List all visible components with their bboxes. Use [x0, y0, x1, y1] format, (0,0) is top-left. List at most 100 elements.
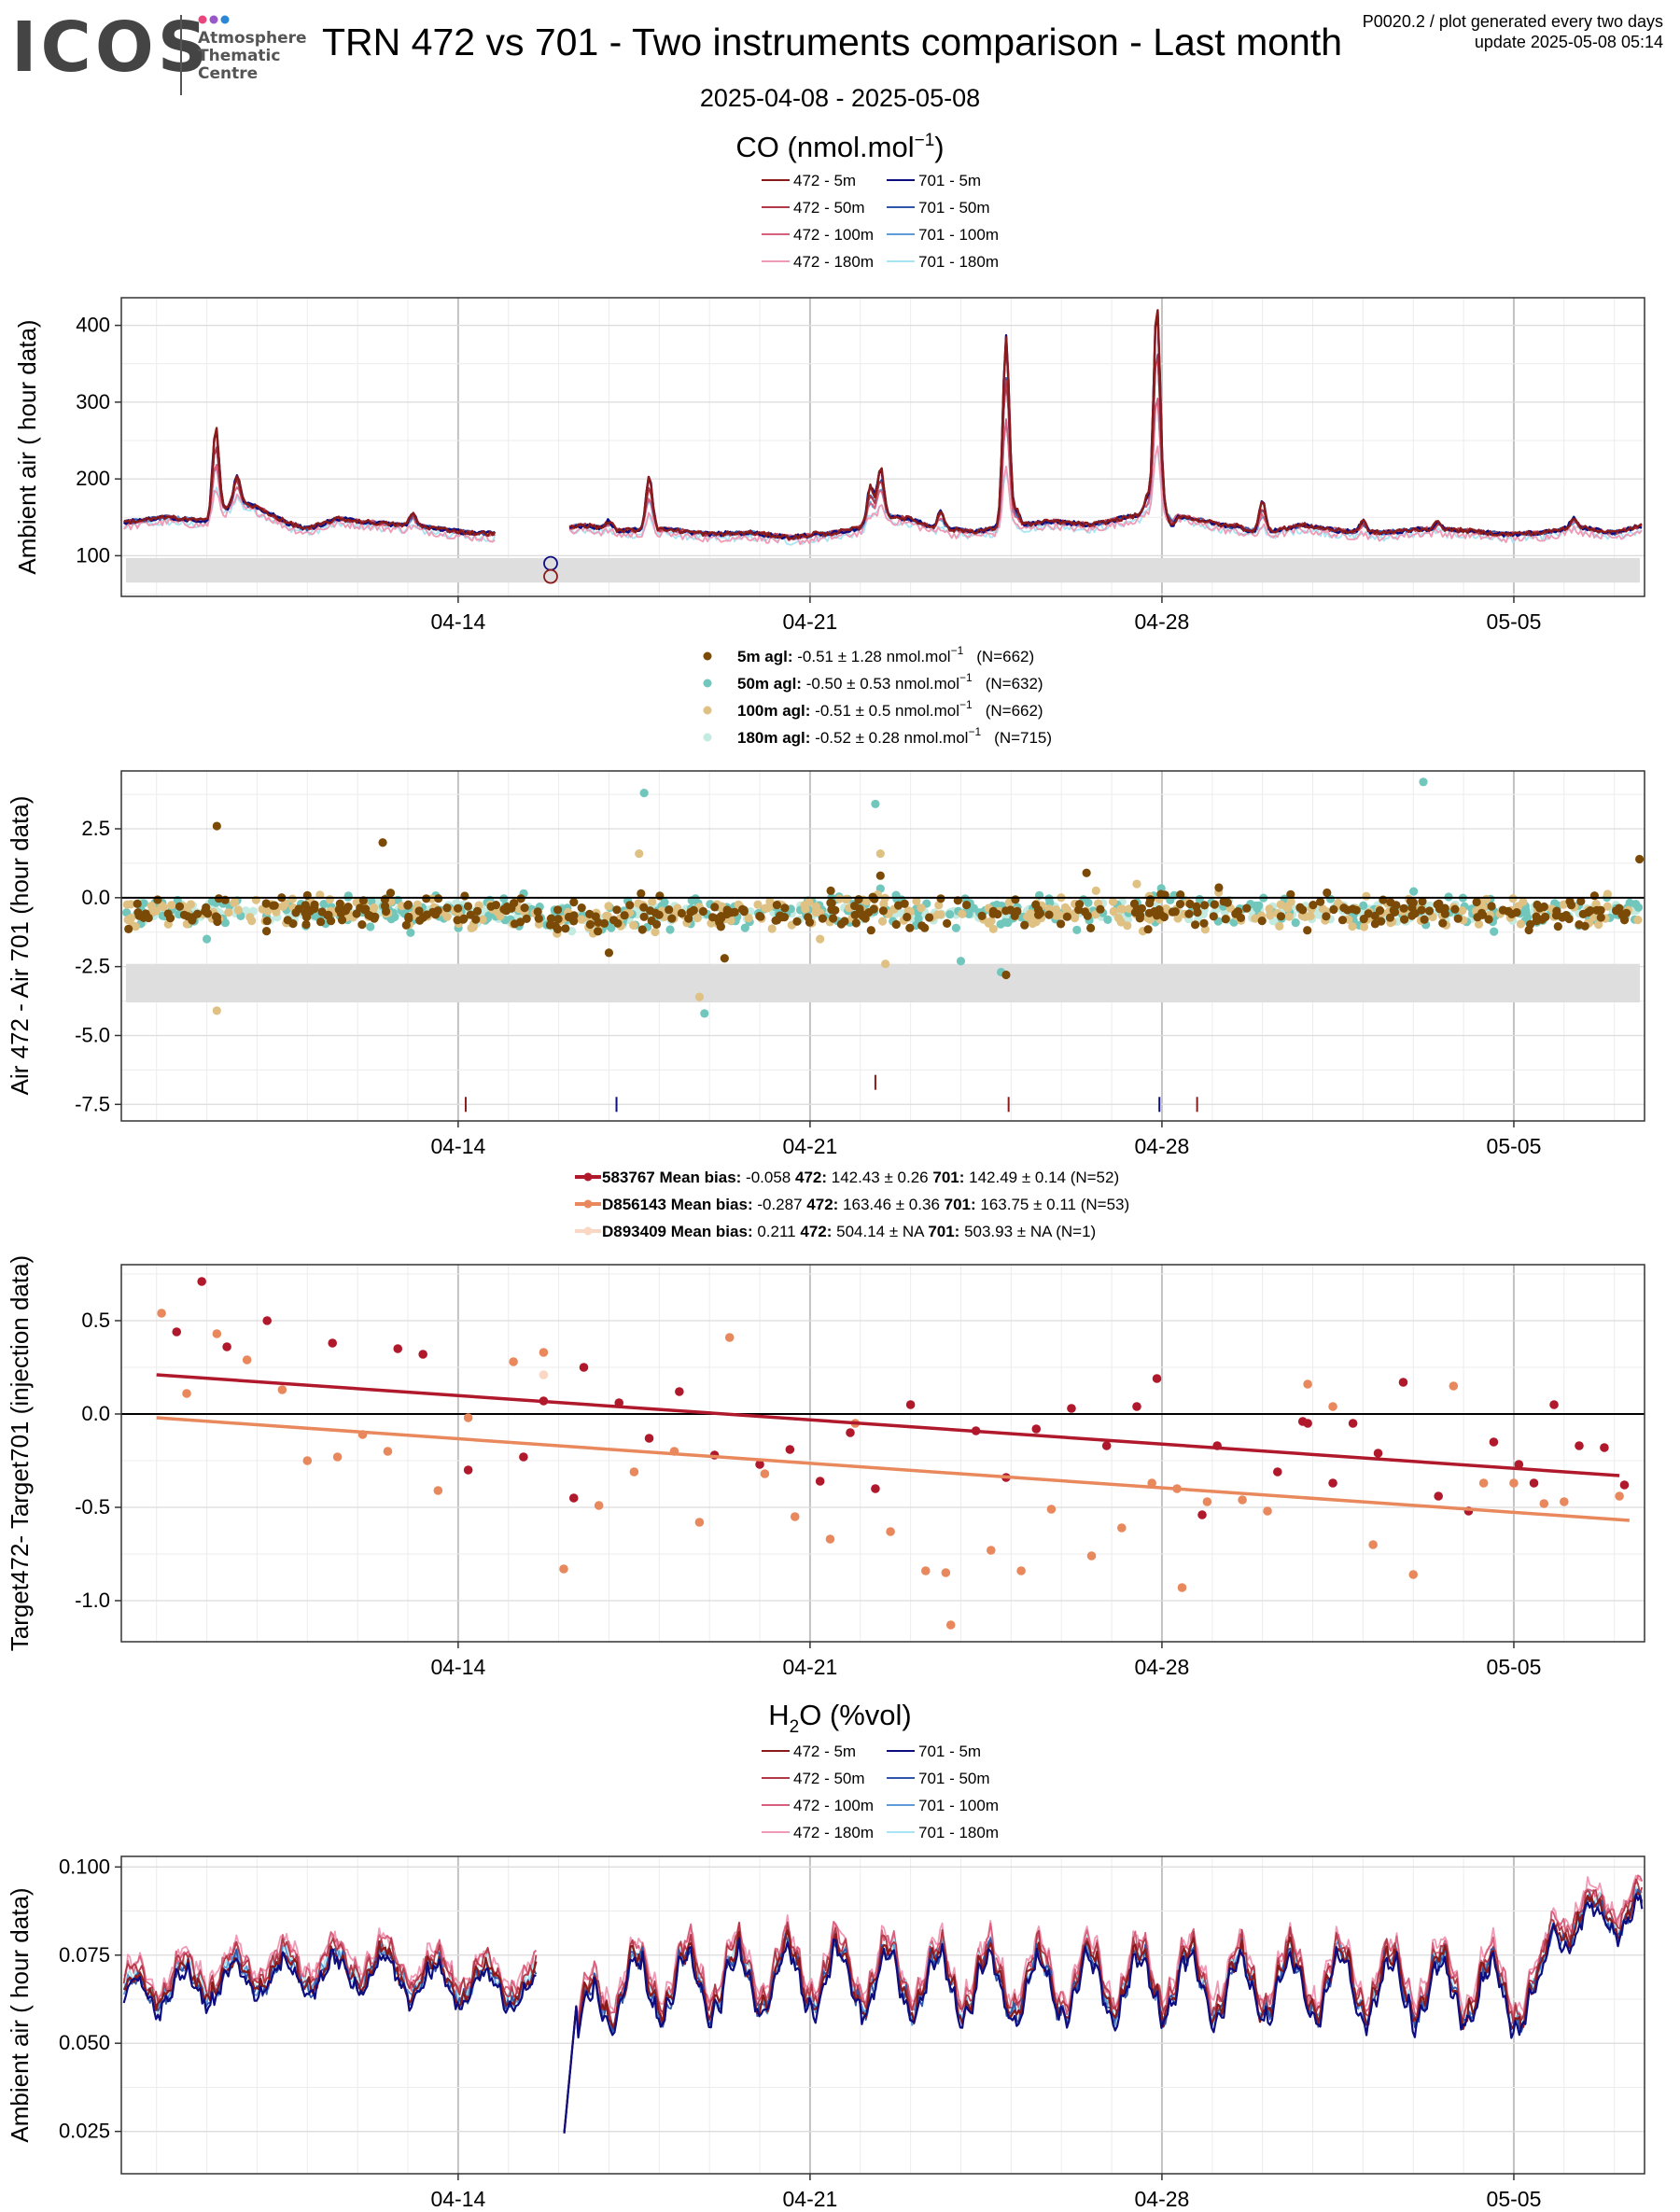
y-tick-label: -7.5 [75, 1092, 110, 1115]
difference-point [854, 895, 863, 904]
target-point [1046, 1505, 1057, 1514]
target-point [594, 1501, 604, 1510]
difference-point [1524, 925, 1533, 935]
difference-point [894, 901, 903, 910]
difference-point [343, 903, 353, 912]
difference-point [1161, 904, 1170, 914]
legend-label-701: 701 - 50m [918, 1770, 990, 1787]
difference-outlier-point [1001, 970, 1011, 980]
difference-outlier-point [639, 789, 649, 798]
difference-point [1386, 898, 1395, 907]
x-tick-label: 04-21 [782, 1134, 837, 1158]
target-point [242, 1355, 252, 1365]
difference-point [665, 925, 675, 934]
legend-part: Mean bias: [671, 1223, 753, 1240]
target-point [519, 1452, 528, 1462]
legend-sup: −1 [951, 644, 964, 657]
difference-point [977, 911, 987, 921]
difference-point [1472, 897, 1481, 907]
difference-point [637, 889, 646, 899]
legend-point [703, 706, 712, 715]
difference-point [1001, 906, 1011, 916]
difference-point [1291, 918, 1300, 928]
difference-point [958, 909, 967, 918]
difference-point [1633, 916, 1643, 925]
difference-point [1375, 906, 1385, 916]
target-point [1031, 1424, 1042, 1434]
legend-label-472: 472 - 50m [793, 1770, 865, 1787]
target-point [1368, 1540, 1378, 1549]
legend-label: D893409 Mean bias: 0.211 472: 504.14 ± N… [602, 1223, 1096, 1240]
target-point [1297, 1417, 1308, 1426]
difference-outlier-point [635, 848, 644, 859]
h2o-y-axis-label: Ambient air ( hour data) [6, 1887, 34, 2142]
difference-point [460, 891, 469, 901]
difference-point [1417, 905, 1426, 915]
difference-point [454, 903, 463, 913]
difference-point [1075, 900, 1085, 909]
h2o-axes: 0.025 0.050 0.075 0.100 04-14 04-21 04-28 05-05 [59, 1855, 1541, 2211]
difference-point [1329, 904, 1338, 915]
difference-point [1399, 903, 1408, 913]
legend-part: Mean bias: [659, 1169, 741, 1186]
difference-point [730, 907, 739, 917]
difference-point [1424, 906, 1435, 916]
difference-point [746, 907, 755, 917]
target-point [1177, 1583, 1187, 1592]
difference-point [1453, 914, 1463, 923]
difference-point [1575, 920, 1584, 930]
icos-logo: ICOS [11, 7, 212, 88]
co-outlier-marks [543, 555, 558, 584]
difference-point [126, 900, 135, 909]
difference-outlier-point [875, 871, 885, 880]
difference-point [861, 897, 872, 906]
difference-point [840, 917, 849, 926]
difference-point [553, 905, 563, 915]
target-point [463, 1465, 473, 1475]
difference-point [262, 927, 272, 936]
difference-point [1116, 917, 1126, 927]
legend-label-701: 701 - 180m [918, 1824, 999, 1841]
co-threshold-band [126, 557, 1640, 583]
difference-point [607, 923, 616, 932]
difference-point [403, 900, 413, 909]
difference-point [126, 914, 135, 923]
difference-point [319, 900, 329, 909]
x-tick-label: 05-05 [1487, 1655, 1542, 1679]
legend-label-701: 701 - 100m [918, 1797, 999, 1814]
x-tick-label: 04-14 [430, 609, 485, 634]
target-point [1600, 1443, 1609, 1452]
difference-point [1407, 911, 1417, 920]
difference-point [1348, 922, 1357, 931]
difference-point [1318, 904, 1327, 914]
difference-point [577, 915, 586, 924]
legend-label-472: 472 - 50m [793, 199, 865, 217]
target-point [846, 1428, 855, 1437]
difference-point [453, 916, 462, 925]
target-point [1539, 1499, 1549, 1508]
difference-point [585, 919, 595, 930]
difference-point [188, 916, 197, 925]
difference-point [857, 909, 866, 918]
difference-point [1596, 905, 1605, 915]
legend-part: -0.287 [753, 1196, 803, 1213]
difference-point [1359, 922, 1369, 931]
x-tick-label: 04-21 [782, 1655, 837, 1679]
x-tick-label: 05-05 [1487, 1134, 1542, 1158]
legend-part: 701: [932, 1169, 964, 1186]
difference-point [1013, 906, 1022, 917]
target-point [1202, 1497, 1212, 1506]
logo-divider [180, 15, 182, 95]
legend-part: D893409 [602, 1223, 666, 1240]
target-point [1197, 1510, 1207, 1519]
target-point [815, 1477, 825, 1486]
difference-point [1072, 925, 1082, 935]
difference-point [878, 917, 888, 926]
difference-outlier-point [212, 1006, 221, 1015]
difference-point [639, 912, 649, 921]
difference-point [651, 927, 660, 937]
difference-point [1409, 887, 1419, 896]
legend-label-701: 701 - 5m [918, 172, 981, 189]
co-series-lines [123, 309, 1643, 546]
co-series-line [123, 309, 1643, 541]
